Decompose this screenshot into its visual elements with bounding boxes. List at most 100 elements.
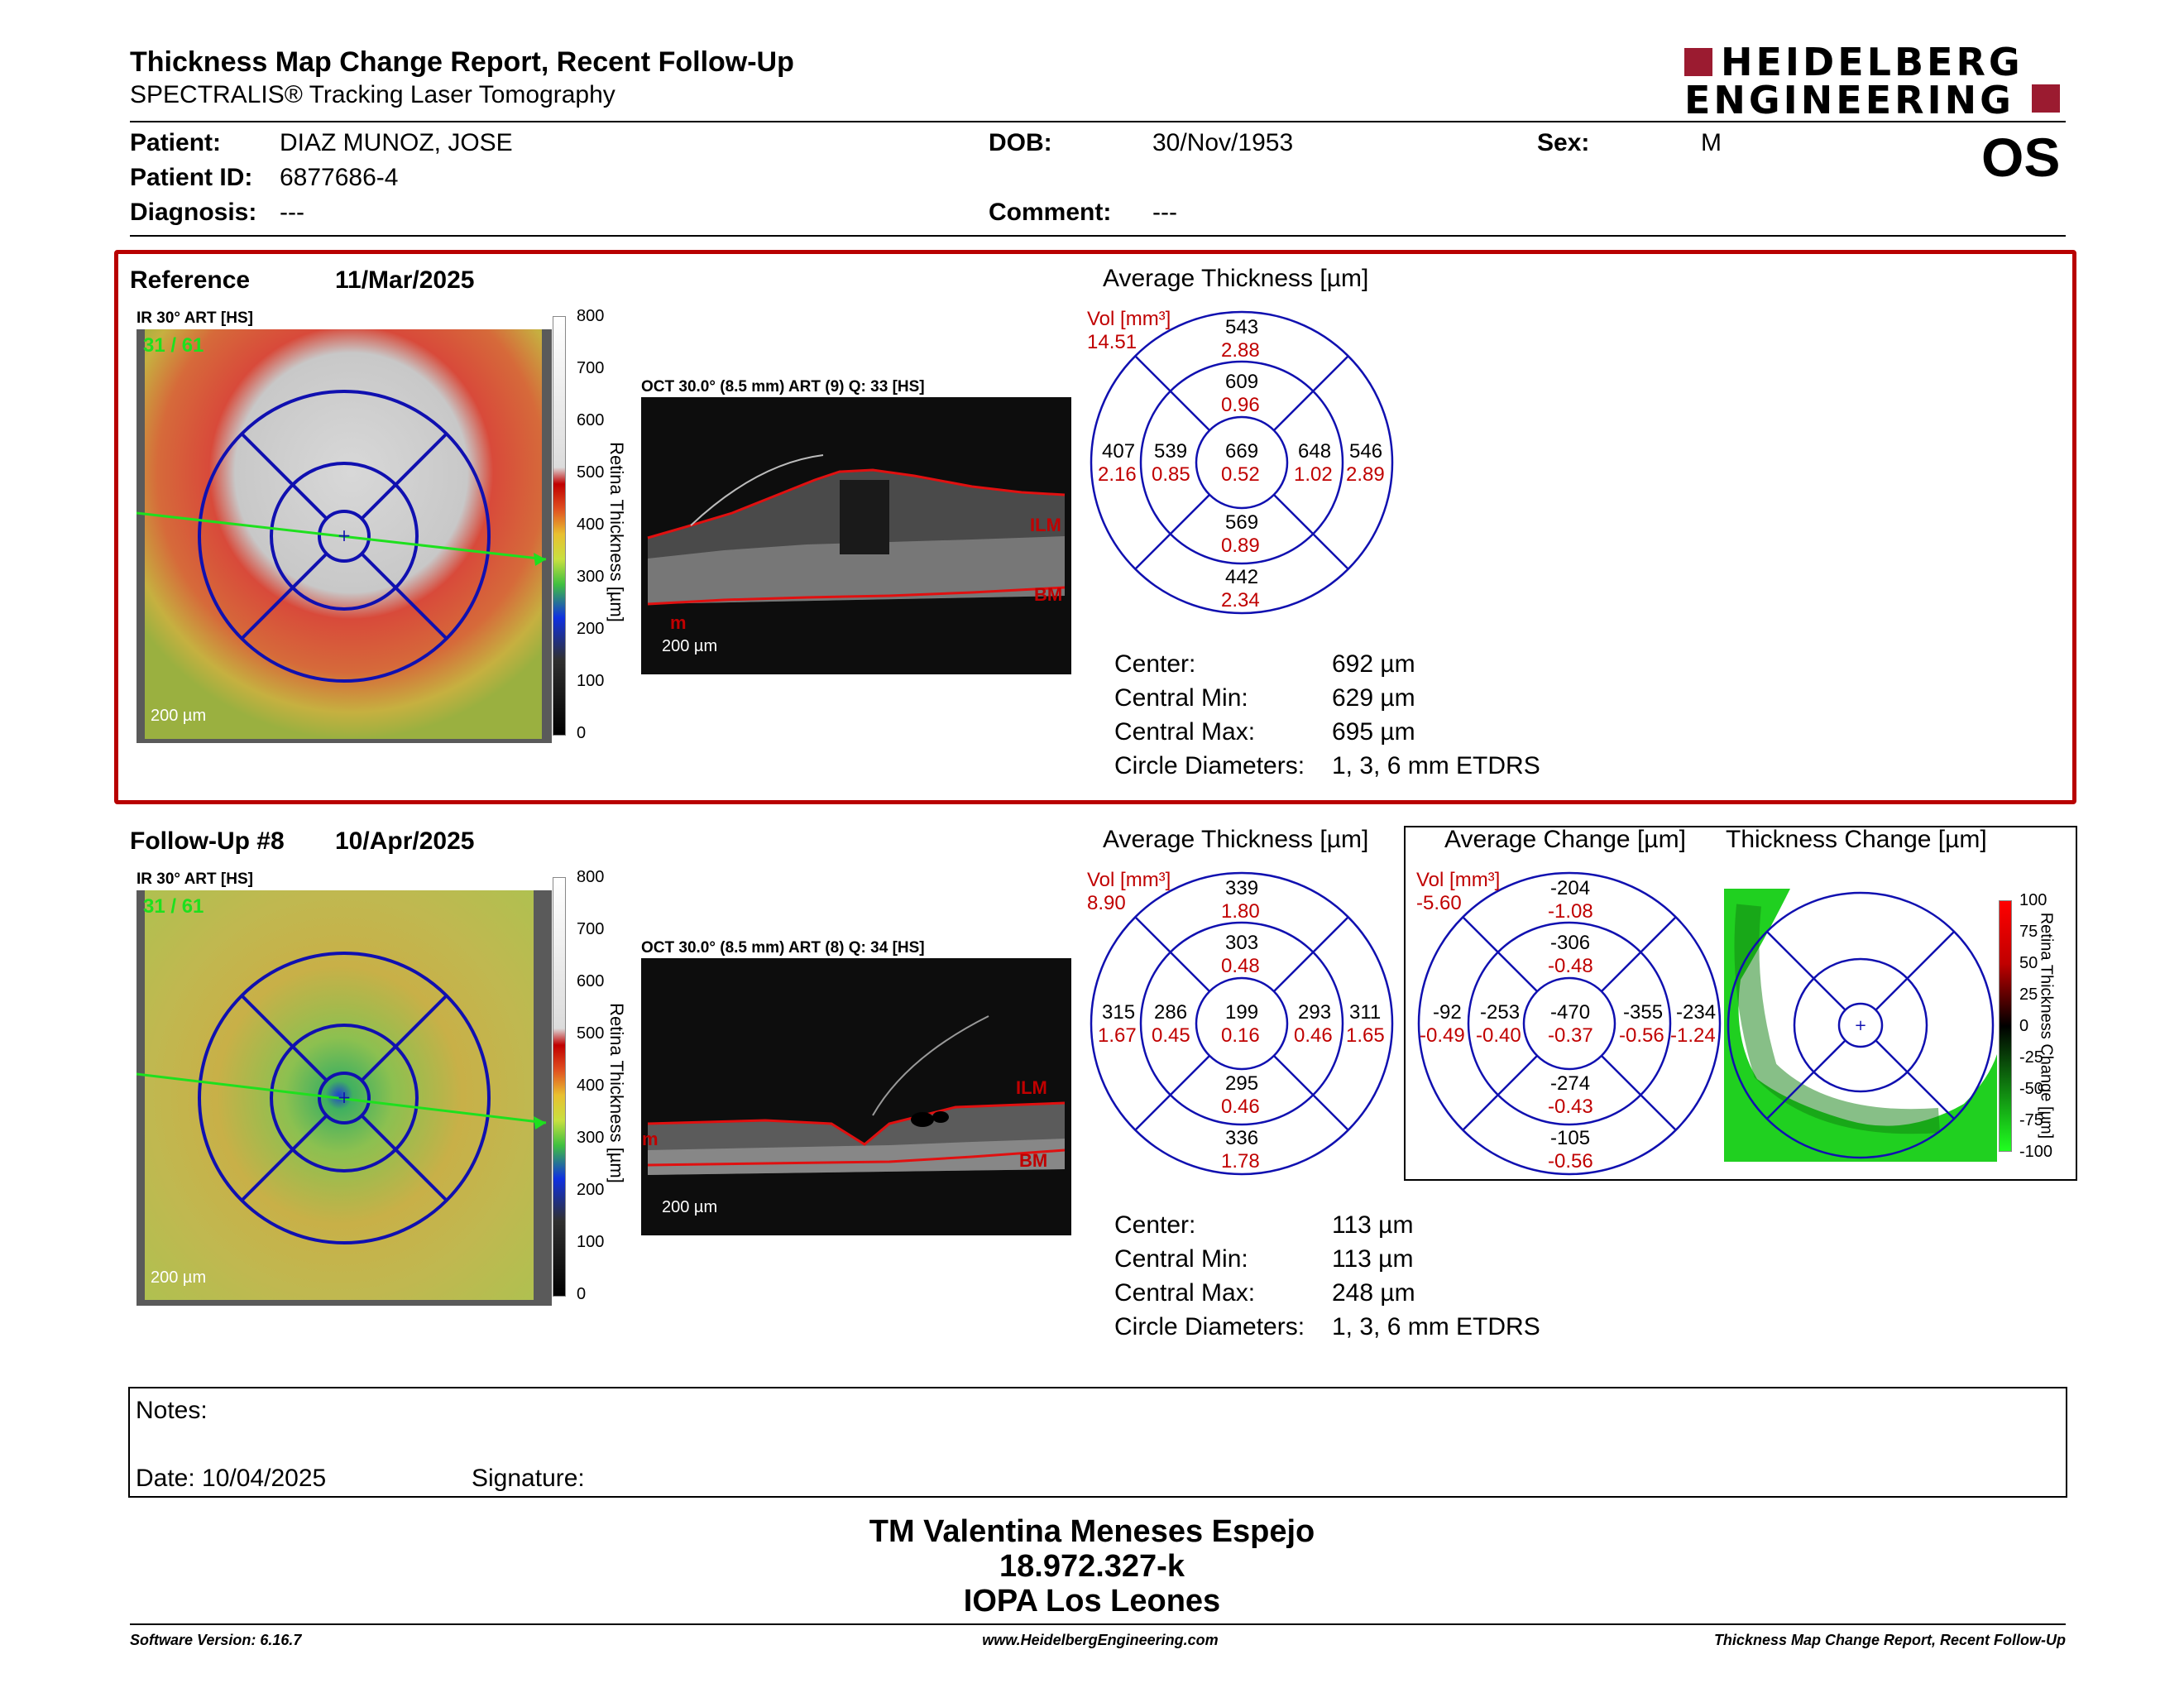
fu-ilm-label: ILM: [1016, 1077, 1047, 1098]
fu-inner-bottom-thickness: 295: [1225, 1072, 1259, 1095]
patient-id: 6877686-4: [280, 164, 399, 191]
fu-outer-left-volume: 1.67: [1098, 1024, 1137, 1047]
notes-box[interactable]: [128, 1387, 2067, 1498]
dob-label: DOB:: [989, 129, 1052, 156]
fu-outer-right-volume: 1.65: [1346, 1024, 1385, 1047]
ref-bottom-volume: 2.34: [1221, 589, 1260, 611]
chg-inner-right-volume: -0.56: [1619, 1024, 1664, 1047]
patient-label: Patient:: [130, 129, 222, 156]
signer-id: 18.972.327-k: [999, 1549, 1185, 1584]
chg-inner-bottom-volume: -0.43: [1548, 1096, 1593, 1118]
thickness-change-title: Thickness Change [µm]: [1726, 826, 1987, 853]
ref-ir-label: IR 30° ART [HS]: [136, 309, 253, 327]
fu-top-thickness: 339: [1225, 877, 1259, 899]
fu-bottom-volume: 1.78: [1221, 1150, 1260, 1172]
ref-inner-right-volume: 1.02: [1294, 463, 1333, 486]
fu-inner-left-volume: 0.45: [1152, 1024, 1190, 1047]
fu-etdrs-grid: [1089, 870, 1395, 1177]
chg-bottom-volume: -0.56: [1548, 1150, 1593, 1172]
fu-center-thickness: 199: [1225, 1001, 1259, 1024]
change-etdrs-grid: [1416, 870, 1722, 1177]
comment-label: Comment:: [989, 199, 1112, 226]
ref-etdrs-grid: [1089, 309, 1395, 616]
ref-ir-counter: 31 / 61: [143, 334, 204, 357]
fu-central-max-value: 248 µm: [1332, 1279, 1415, 1307]
fu-outer-right-thickness: 311: [1349, 1001, 1382, 1024]
chg-top-volume: -1.08: [1548, 900, 1593, 923]
chg-inner-top-thickness: -306: [1550, 932, 1591, 954]
followup-label: Follow-Up #8: [130, 827, 285, 855]
fu-circle-diam-value: 1, 3, 6 mm ETDRS: [1332, 1313, 1540, 1340]
ref-outer-left-thickness: 407: [1102, 440, 1136, 463]
change-title: Average Change [µm]: [1444, 826, 1686, 853]
chg-inner-bottom-thickness: -274: [1550, 1072, 1591, 1095]
fu-colorbar-label: Retina Thickness [µm]: [606, 1003, 627, 1183]
ref-bottom-thickness: 442: [1225, 566, 1259, 588]
fu-central-max-label: Central Max:: [1114, 1279, 1256, 1307]
chg-outer-right-volume: -1.24: [1670, 1024, 1716, 1047]
fu-avg-title: Average Thickness [µm]: [1103, 826, 1369, 853]
ref-inner-left-volume: 0.85: [1152, 463, 1190, 486]
change-vol-label: Vol [mm³]: [1416, 869, 1501, 891]
chg-outer-left-volume: -0.49: [1420, 1024, 1465, 1047]
ref-center-volume: 0.52: [1221, 463, 1260, 486]
ref-inner-right-thickness: 648: [1298, 440, 1332, 463]
report-subtitle: SPECTRALIS® Tracking Laser Tomography: [130, 81, 615, 108]
fu-bottom-thickness: 336: [1225, 1127, 1259, 1149]
ref-central-max-value: 695 µm: [1332, 718, 1415, 746]
ref-top-thickness: 543: [1225, 316, 1259, 338]
signer-name: TM Valentina Meneses Espejo: [869, 1514, 1315, 1549]
fu-central-min-label: Central Min:: [1114, 1245, 1248, 1273]
ref-bm-label: BM: [1034, 584, 1063, 605]
ref-oct-scale: 200 µm: [662, 637, 718, 655]
svg-text:+: +: [1854, 1017, 1866, 1034]
ref-outer-left-volume: 2.16: [1098, 463, 1137, 486]
signature-label: Signature:: [472, 1465, 585, 1492]
fu-bm-label: BM: [1019, 1150, 1048, 1171]
ref-center-label: Center:: [1114, 650, 1196, 678]
ref-colorbar-label: Retina Thickness [µm]: [606, 442, 627, 622]
thickness-change-map: +: [1724, 889, 1997, 1162]
fu-oct-scale: 200 µm: [662, 1198, 718, 1216]
change-colorbar: [1999, 900, 2012, 1152]
chg-inner-right-thickness: -355: [1623, 1001, 1664, 1024]
patient-id-label: Patient ID:: [130, 164, 253, 191]
eye-label: OS: [1981, 127, 2061, 188]
reference-label: Reference: [130, 266, 251, 294]
fu-thickness-map: +: [136, 890, 552, 1306]
fu-inner-top-volume: 0.48: [1221, 955, 1260, 977]
ref-central-min-value: 629 µm: [1332, 684, 1415, 712]
chg-top-thickness: -204: [1550, 877, 1591, 899]
fu-vol-value: 8.90: [1087, 892, 1126, 914]
fu-top-volume: 1.80: [1221, 900, 1260, 923]
fu-oct-label: OCT 30.0° (8.5 mm) ART (8) Q: 34 [HS]: [641, 939, 925, 957]
ref-inner-bottom-thickness: 569: [1225, 511, 1259, 534]
signer-institution: IOPA Los Leones: [963, 1584, 1221, 1618]
fu-oct-scan: [641, 958, 1071, 1235]
notes-date: Date: 10/04/2025: [136, 1465, 327, 1492]
ref-top-volume: 2.88: [1221, 339, 1260, 362]
ref-colorbar: [553, 316, 566, 736]
fu-ir-label: IR 30° ART [HS]: [136, 870, 253, 888]
ref-inner-top-volume: 0.96: [1221, 394, 1260, 416]
diagnosis-label: Diagnosis:: [130, 199, 257, 226]
heidelberg-logo: HEIDELBERG ENGINEERING: [1684, 40, 2065, 122]
chg-center-volume: -0.37: [1548, 1024, 1593, 1047]
fu-colorbar: [553, 877, 566, 1297]
fu-outer-left-thickness: 315: [1102, 1001, 1136, 1024]
fu-inner-left-thickness: 286: [1154, 1001, 1188, 1024]
svg-text:+: +: [338, 1087, 352, 1107]
fu-inner-right-thickness: 293: [1298, 1001, 1332, 1024]
ref-central-min-label: Central Min:: [1114, 684, 1248, 712]
footer-website-link[interactable]: www.HeidelbergEngineering.com: [982, 1632, 1219, 1648]
chg-center-thickness: -470: [1550, 1001, 1591, 1024]
ref-inner-bottom-volume: 0.89: [1221, 535, 1260, 557]
ref-ir-scale: 200 µm: [151, 707, 207, 725]
ref-ilm-label: ILM: [1030, 515, 1061, 535]
ref-inner-top-thickness: 609: [1225, 371, 1259, 393]
ref-circle-diam-label: Circle Diameters:: [1114, 752, 1305, 779]
chg-bottom-thickness: -105: [1550, 1127, 1591, 1149]
chg-inner-left-volume: -0.40: [1476, 1024, 1521, 1047]
fu-inner-right-volume: 0.46: [1294, 1024, 1333, 1047]
ref-vol-label: Vol [mm³]: [1087, 308, 1171, 330]
